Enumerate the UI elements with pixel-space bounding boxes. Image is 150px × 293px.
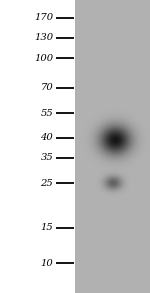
Text: 70: 70 — [40, 84, 53, 93]
Text: 40: 40 — [40, 134, 53, 142]
Text: 130: 130 — [34, 33, 53, 42]
Bar — [75, 0, 150, 293]
Text: 55: 55 — [40, 108, 53, 117]
Text: 15: 15 — [40, 224, 53, 233]
Text: 10: 10 — [40, 258, 53, 268]
Text: 25: 25 — [40, 178, 53, 188]
Text: 35: 35 — [40, 154, 53, 163]
Text: 100: 100 — [34, 54, 53, 62]
Text: 170: 170 — [34, 13, 53, 23]
